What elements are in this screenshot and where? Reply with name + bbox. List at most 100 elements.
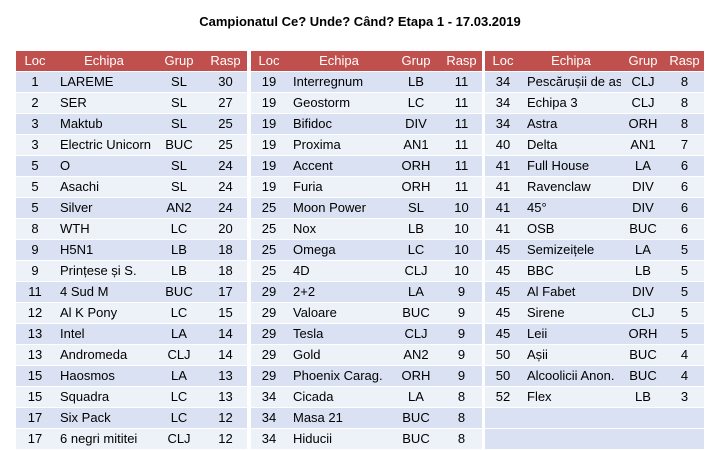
rank-cell: 25 (251, 239, 287, 261)
answers-cell: 4 (665, 365, 704, 387)
table-row: 15 Haosmos LA 13 (16, 365, 247, 387)
team-cell: Tesla (287, 323, 391, 345)
table-row: 19 Accent ORH 11 (251, 155, 482, 177)
table-row: 29 Valoare BUC 9 (251, 302, 482, 324)
table-row: 13 Andromeda CLJ 14 (16, 344, 247, 366)
header-grup: Grup (154, 51, 204, 72)
group-cell: LA (621, 239, 665, 261)
team-cell: Interregnum (287, 71, 391, 93)
rank-cell: 29 (251, 302, 287, 324)
rank-cell: 41 (485, 197, 521, 219)
rank-cell: 50 (485, 344, 521, 366)
answers-cell: 11 (441, 176, 482, 198)
group-cell: BUC (621, 344, 665, 366)
empty-cell (485, 407, 704, 429)
rank-cell: 8 (16, 218, 54, 240)
rank-cell: 29 (251, 323, 287, 345)
team-cell: Asachi (54, 176, 154, 198)
group-cell: BUC (154, 134, 204, 156)
rank-cell: 29 (251, 365, 287, 387)
answers-cell: 11 (441, 134, 482, 156)
rank-cell: 19 (251, 134, 287, 156)
team-cell: LAREME (54, 71, 154, 93)
team-cell: Maktub (54, 113, 154, 135)
group-cell: BUC (391, 428, 441, 450)
group-cell: AN2 (154, 197, 204, 219)
rank-cell: 50 (485, 365, 521, 387)
group-cell: ORH (391, 365, 441, 387)
table-row: 29 Tesla CLJ 9 (251, 323, 482, 345)
answers-cell: 30 (204, 71, 247, 93)
table-header-row: Loc Echipa Grup Rasp (16, 51, 247, 72)
team-cell: Gold (287, 344, 391, 366)
team-cell: OSB (521, 218, 621, 240)
team-cell: Așii (521, 344, 621, 366)
table-row: 19 Interregnum LB 11 (251, 71, 482, 93)
rank-cell: 29 (251, 344, 287, 366)
rank-cell: 1 (16, 71, 54, 93)
answers-cell: 13 (204, 386, 247, 408)
answers-cell: 8 (441, 428, 482, 450)
table-row: 13 Intel LA 14 (16, 323, 247, 345)
rank-cell: 41 (485, 176, 521, 198)
group-cell: LC (154, 302, 204, 324)
table-row: 2 SER SL 27 (16, 92, 247, 114)
answers-cell: 8 (665, 92, 704, 114)
answers-cell: 18 (204, 260, 247, 282)
answers-cell: 9 (441, 302, 482, 324)
header-rasp: Rasp (441, 51, 482, 72)
group-cell: LB (391, 218, 441, 240)
team-cell: H5N1 (54, 239, 154, 261)
table-row: 45 Leii ORH 5 (485, 323, 704, 345)
table-row: 45 Al Fabet DIV 5 (485, 281, 704, 303)
table-row: 1 LAREME SL 30 (16, 71, 247, 93)
rank-cell: 15 (16, 386, 54, 408)
team-cell: Echipa 3 (521, 92, 621, 114)
rank-cell: 9 (16, 239, 54, 261)
rank-cell: 2 (16, 92, 54, 114)
team-cell: Six Pack (54, 407, 154, 429)
answers-cell: 8 (441, 386, 482, 408)
table-row: 19 Bifidoc DIV 11 (251, 113, 482, 135)
answers-cell: 6 (665, 176, 704, 198)
team-cell: Accent (287, 155, 391, 177)
group-cell: LA (154, 365, 204, 387)
team-cell: Haosmos (54, 365, 154, 387)
team-cell: 4D (287, 260, 391, 282)
table-row: 25 Nox LB 10 (251, 218, 482, 240)
table-row: 41 Ravenclaw DIV 6 (485, 176, 704, 198)
empty-row (485, 407, 704, 429)
group-cell: ORH (621, 113, 665, 135)
table-row: 40 Delta AN1 7 (485, 134, 704, 156)
group-cell: ORH (391, 155, 441, 177)
team-cell: Flex (521, 386, 621, 408)
answers-cell: 9 (441, 281, 482, 303)
group-cell: CLJ (621, 71, 665, 93)
group-cell: LC (391, 239, 441, 261)
rank-cell: 19 (251, 155, 287, 177)
answers-cell: 4 (665, 344, 704, 366)
answers-cell: 24 (204, 155, 247, 177)
team-cell: Sirene (521, 302, 621, 324)
answers-cell: 10 (441, 197, 482, 219)
answers-cell: 18 (204, 239, 247, 261)
answers-cell: 12 (204, 428, 247, 450)
team-cell: Bifidoc (287, 113, 391, 135)
table-row: 9 H5N1 LB 18 (16, 239, 247, 261)
rank-cell: 34 (485, 71, 521, 93)
team-cell: Omega (287, 239, 391, 261)
answers-cell: 12 (204, 407, 247, 429)
rank-cell: 3 (16, 113, 54, 135)
group-cell: LA (391, 281, 441, 303)
team-cell: Delta (521, 134, 621, 156)
team-cell: Masa 21 (287, 407, 391, 429)
rank-cell: 34 (485, 113, 521, 135)
answers-cell: 11 (441, 71, 482, 93)
rank-cell: 52 (485, 386, 521, 408)
team-cell: Al K Pony (54, 302, 154, 324)
group-cell: DIV (621, 197, 665, 219)
group-cell: LB (154, 239, 204, 261)
group-cell: LC (154, 386, 204, 408)
table-row: 19 Proxima AN1 11 (251, 134, 482, 156)
group-cell: DIV (391, 113, 441, 135)
